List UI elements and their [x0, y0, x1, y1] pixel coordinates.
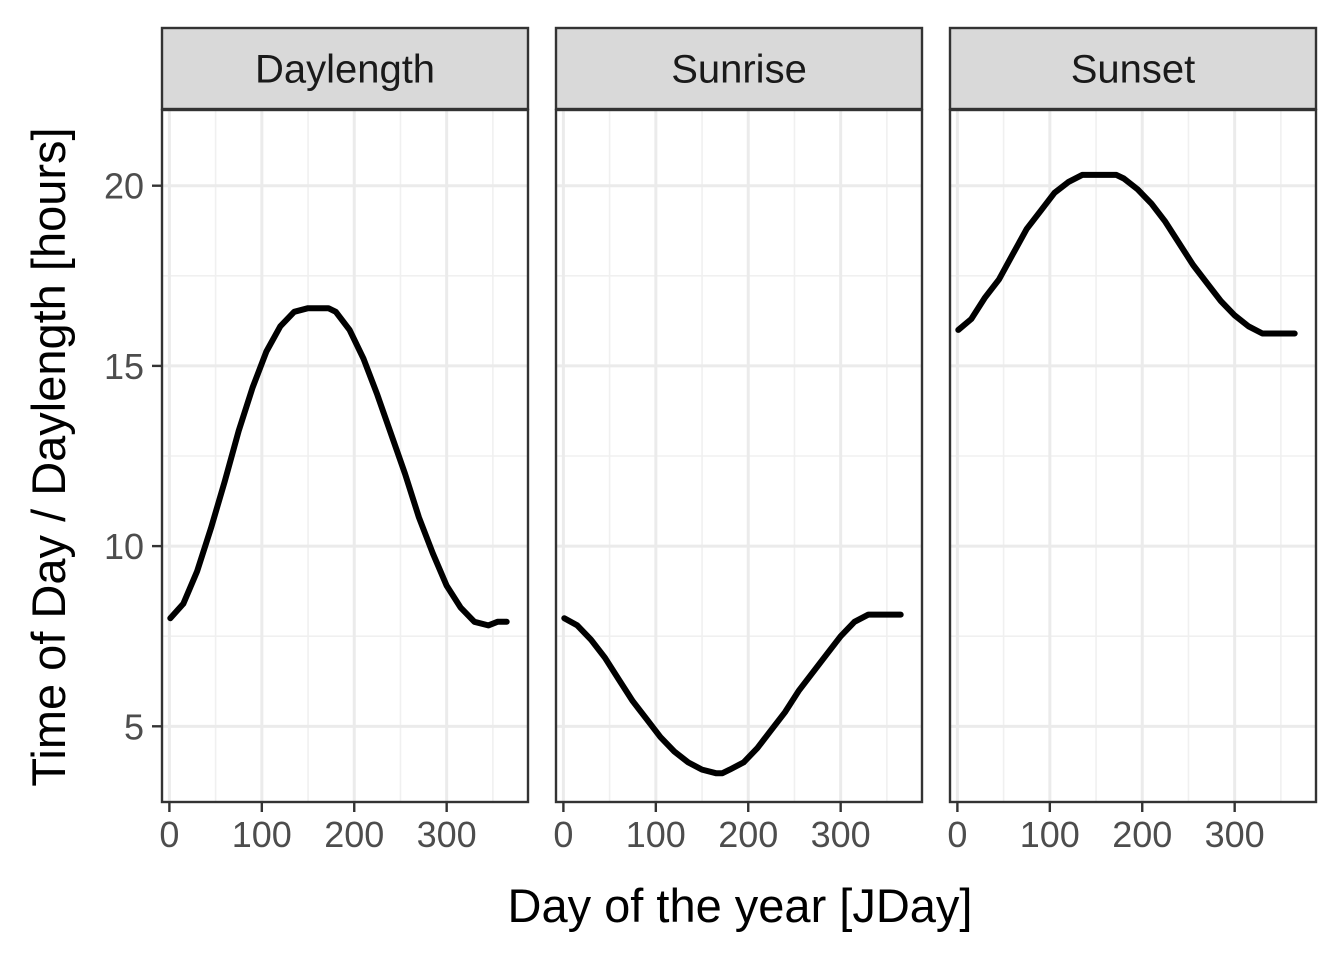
series-line-sunrise: [561, 611, 904, 777]
panel-border: [948, 108, 1318, 804]
panels-layer: Daylength 0 100 200 300 5 10 15 20 Sunrise 0 100 200…: [104, 26, 1318, 855]
x-tick-label: 0: [159, 814, 179, 855]
x-tick-label: 100: [626, 814, 686, 855]
y-axis-title: Time of Day / Daylength [hours]: [22, 127, 75, 786]
facet-strip-label: Sunset: [1071, 48, 1196, 92]
facet-strip-label: Sunrise: [671, 48, 807, 92]
facet-panel-sunset: Sunset 0 100 200 300: [947, 26, 1318, 855]
facet-strip: [948, 26, 1318, 111]
x-tick-label: 300: [417, 814, 477, 855]
y-tick-label: 5: [124, 706, 144, 747]
y-tick-label: 10: [104, 526, 144, 567]
x-tick-label: 200: [324, 814, 384, 855]
panel-border: [554, 108, 924, 804]
x-tick-label: 0: [947, 814, 967, 855]
facet-panel-daylength: Daylength 0 100 200 300 5 10 15 20: [104, 26, 530, 855]
x-tick-label: 300: [811, 814, 871, 855]
facet-strip: [160, 26, 530, 111]
x-tick-label: 100: [232, 814, 292, 855]
x-tick-label: 300: [1205, 814, 1265, 855]
x-tick-label: 200: [1112, 814, 1172, 855]
facet-strip: [554, 26, 924, 111]
y-tick-label: 20: [104, 166, 144, 207]
series-line-sunset: [955, 171, 1298, 337]
y-tick-label: 15: [104, 346, 144, 387]
facet-strip-label: Daylength: [255, 48, 435, 92]
x-tick-label: 200: [718, 814, 778, 855]
x-tick-label: 100: [1020, 814, 1080, 855]
x-tick-label: 0: [553, 814, 573, 855]
panel-border: [160, 108, 530, 804]
x-axis-title: Day of the year [JDay]: [508, 879, 973, 932]
facet-panel-sunrise: Sunrise 0 100 200 300: [553, 26, 924, 855]
series-line-daylength: [167, 305, 510, 629]
